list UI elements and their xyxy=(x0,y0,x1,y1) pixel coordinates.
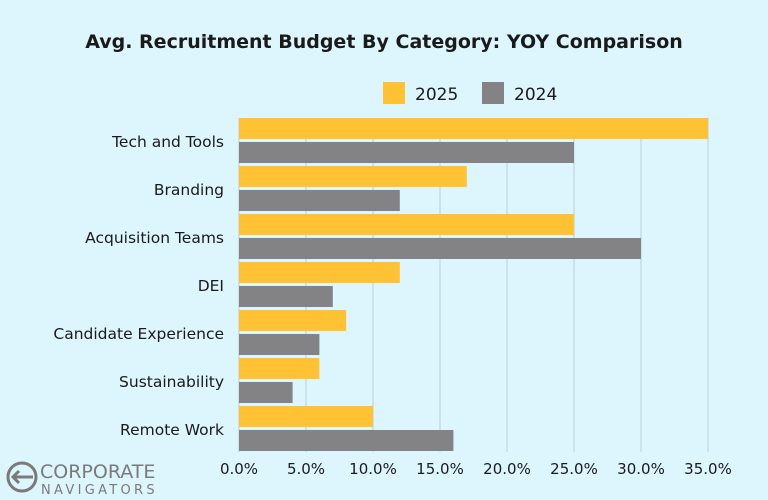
x-tick-label: 25.0% xyxy=(550,460,598,478)
x-tick-label: 30.0% xyxy=(617,460,665,478)
logo-line1: CORPORATE xyxy=(40,461,155,483)
logo-icon xyxy=(6,461,38,493)
bar-2025 xyxy=(239,310,347,331)
bar-2024 xyxy=(239,334,320,355)
bar-2024 xyxy=(239,286,333,307)
legend: 2025 2024 xyxy=(383,82,557,105)
bar-2025 xyxy=(239,358,320,379)
category-label: DEI xyxy=(198,277,224,295)
bar-2024 xyxy=(239,142,574,163)
x-tick-label: 0.0% xyxy=(220,460,258,478)
bar-2024 xyxy=(239,238,641,259)
legend-swatch xyxy=(383,82,405,104)
category-label: Candidate Experience xyxy=(53,325,224,343)
legend-label: 2025 xyxy=(415,85,458,105)
category-label: Acquisition Teams xyxy=(85,229,224,247)
bar-2025 xyxy=(239,406,373,427)
bar-2024 xyxy=(239,190,400,211)
x-tick-label: 35.0% xyxy=(684,460,732,478)
bar-2025 xyxy=(239,118,708,139)
category-label: Remote Work xyxy=(120,421,224,439)
category-label: Branding xyxy=(154,181,224,199)
corporate-navigators-logo: CORPORATE NAVIGATORS xyxy=(6,461,158,498)
bar-2024 xyxy=(239,430,454,451)
bars xyxy=(239,118,708,451)
logo-line2: NAVIGATORS xyxy=(41,483,158,498)
x-tick-label: 20.0% xyxy=(483,460,531,478)
bar-2024 xyxy=(239,382,293,403)
x-tick-label: 5.0% xyxy=(287,460,325,478)
x-tick-label: 15.0% xyxy=(416,460,464,478)
bar-2025 xyxy=(239,214,574,235)
category-label: Tech and Tools xyxy=(111,133,224,151)
category-labels: Tech and Tools Branding Acquisition Teams D… xyxy=(53,133,224,439)
logo-arrow xyxy=(10,469,33,485)
x-tick-label: 10.0% xyxy=(349,460,397,478)
bar-2025 xyxy=(239,166,467,187)
category-label: Sustainability xyxy=(119,373,224,391)
chart-title: Avg. Recruitment Budget By Category: YOY… xyxy=(85,31,683,53)
bar-2025 xyxy=(239,262,400,283)
x-tick-labels: 0.0% 5.0% 10.0% 15.0% 20.0% 25.0% 30.0% 35.0% xyxy=(220,460,732,478)
legend-swatch xyxy=(482,82,504,104)
legend-label: 2024 xyxy=(514,85,557,105)
